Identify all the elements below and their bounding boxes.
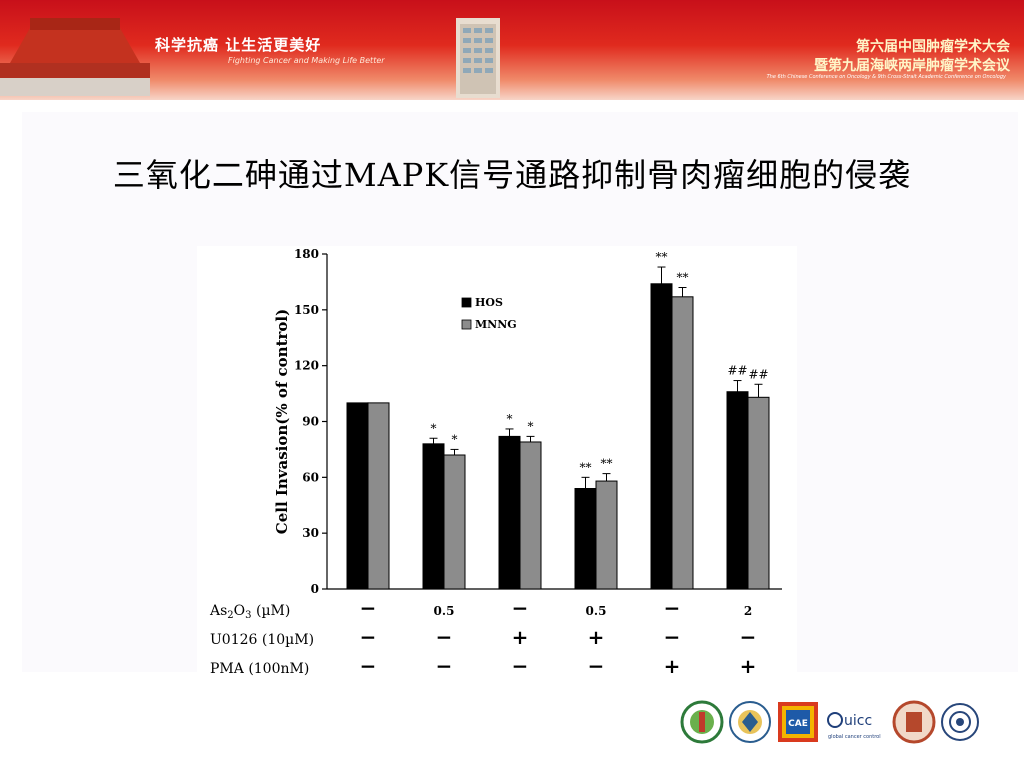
condition-label: PMA (100nM) — [210, 661, 309, 677]
legend-swatch-mnng — [461, 319, 472, 330]
condition-value: − — [664, 625, 681, 649]
association-logo — [729, 701, 771, 743]
society-logo — [941, 703, 979, 741]
hospital-logo — [680, 700, 724, 744]
y-tick-label: 180 — [294, 247, 319, 261]
uicc-logo-text: uicc — [844, 713, 872, 729]
header-banner: 科学抗癌 让生活更美好 Fighting Cancer and Making L… — [0, 0, 1024, 100]
chart-panel: 0 30 60 90 120 150 180 Cell Invasion(% of contr… — [197, 246, 797, 686]
legend-label-mnng: MNNG — [475, 318, 517, 331]
condition-value: + — [740, 654, 757, 678]
significance-label: * — [507, 412, 513, 426]
bar-hos — [726, 391, 749, 590]
y-tick-label: 90 — [302, 415, 319, 429]
significance-label: ** — [677, 271, 689, 285]
bar-hos — [574, 488, 597, 590]
conference-title-line1: 第六届中国肿瘤学术大会 — [856, 39, 1010, 55]
y-tick-label: 60 — [302, 470, 319, 484]
significance-label: * — [431, 421, 437, 435]
conference-title-en: The 6th Chinese Conference on Oncology &… — [766, 74, 1006, 80]
significance-label: ## — [727, 364, 747, 378]
bar-mnng — [671, 296, 694, 590]
legend-swatch-hos — [461, 297, 472, 308]
bar-mnng — [747, 396, 770, 590]
conference-title-line2: 暨第九届海峡两岸肿瘤学术会议 — [814, 58, 1010, 74]
significance-label: ** — [601, 457, 613, 471]
significance-label: ## — [748, 367, 768, 381]
y-tick-label: 120 — [294, 359, 319, 373]
condition-value: − — [360, 596, 377, 620]
condition-value: 0.5 — [586, 604, 607, 618]
significance-label: * — [528, 419, 534, 433]
bar-hos — [422, 443, 445, 590]
condition-value: 2 — [744, 604, 752, 618]
cae-logo: CAE — [778, 702, 818, 742]
bar-mnng — [519, 441, 542, 590]
bar-hos — [346, 402, 369, 590]
y-axis-label: Cell Invasion(% of control) — [273, 309, 291, 534]
condition-value: − — [436, 654, 453, 678]
y-tick-label: 30 — [302, 526, 319, 540]
condition-value: − — [740, 625, 757, 649]
condition-value: − — [436, 625, 453, 649]
y-tick-label: 0 — [311, 582, 319, 596]
bar-mnng — [595, 480, 618, 590]
uicc-logo: uicc global cancer control — [827, 712, 881, 740]
condition-value: − — [588, 654, 605, 678]
y-tick-label: 150 — [294, 303, 319, 317]
legend-label-hos: HOS — [475, 296, 503, 309]
bar-mnng — [443, 454, 466, 590]
logo-strip: CAE uicc global cancer control — [680, 700, 980, 746]
condition-value: + — [512, 625, 529, 649]
significance-label: * — [452, 432, 458, 446]
significance-label: ** — [580, 460, 592, 474]
university-logo — [892, 700, 936, 744]
significance-label: ** — [656, 250, 668, 264]
hospital-building-image — [456, 18, 500, 98]
condition-value: + — [588, 625, 605, 649]
bar-hos — [650, 283, 673, 590]
condition-value: − — [360, 625, 377, 649]
bar-hos — [498, 435, 521, 590]
condition-value: + — [664, 654, 681, 678]
condition-value: − — [512, 596, 529, 620]
condition-value: 0.5 — [434, 604, 455, 618]
condition-value: − — [664, 596, 681, 620]
china-pavilion-image — [0, 18, 150, 96]
cae-logo-text: CAE — [788, 719, 808, 729]
condition-label: U0126 (10µM) — [210, 632, 314, 648]
uicc-logo-subtext: global cancer control — [828, 734, 881, 740]
condition-label: As2O3 (µM) — [209, 603, 290, 621]
slide-title: 三氧化二砷通过MAPK信号通路抑制骨肉瘤细胞的侵袭 — [112, 156, 912, 194]
slogan-cn: 科学抗癌 让生活更美好 — [155, 36, 322, 54]
condition-value: − — [512, 654, 529, 678]
condition-value: − — [360, 654, 377, 678]
bar-mnng — [367, 402, 390, 590]
slogan-en: Fighting Cancer and Making Life Better — [228, 56, 385, 65]
bar-chart: 0 30 60 90 120 150 180 Cell Invasion(% of contr… — [209, 247, 782, 678]
